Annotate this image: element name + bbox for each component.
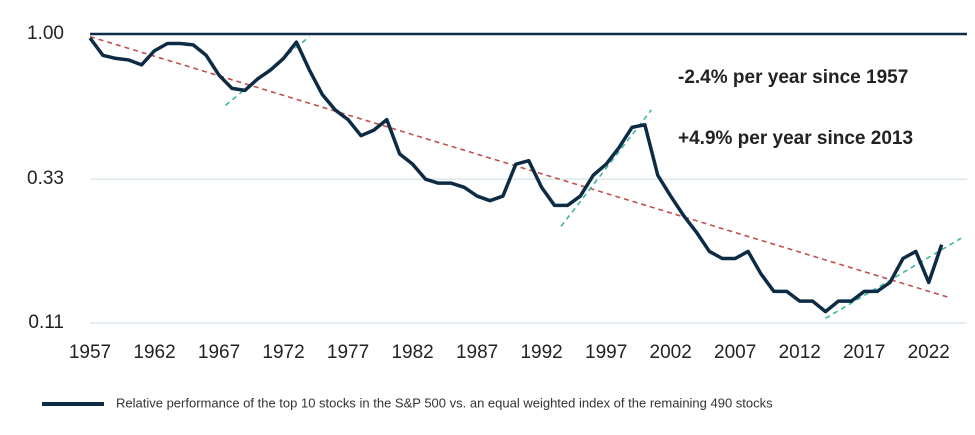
x-tick-label: 1957 [69,342,111,363]
x-tick-label: 2002 [650,342,692,363]
x-tick-label: 1992 [520,342,562,363]
x-tick-label: 1962 [133,342,175,363]
y-tick-label: 1.00 [27,23,64,44]
x-tick-label: 1967 [198,342,240,363]
annotation: -2.4% per year since 1957 [678,67,908,88]
y-tick-label: 0.33 [27,168,64,189]
x-tick-label: 1977 [327,342,369,363]
series-line [88,36,944,314]
y-tick-label: 0.11 [28,312,64,333]
x-tick-label: 1982 [391,342,433,363]
x-tick-label: 2007 [714,342,756,363]
x-tick-label: 2017 [843,342,885,363]
x-tick-label: 1997 [585,342,627,363]
x-tick-label: 1987 [456,342,498,363]
x-tick-label: 2012 [779,342,821,363]
x-tick-label: 2022 [908,342,950,363]
trendline [89,35,949,298]
x-tick-label: 1972 [262,342,304,363]
legend-label: Relative performance of the top 10 stock… [116,395,773,410]
trendline [560,109,652,227]
annotation: +4.9% per year since 2013 [678,128,913,149]
